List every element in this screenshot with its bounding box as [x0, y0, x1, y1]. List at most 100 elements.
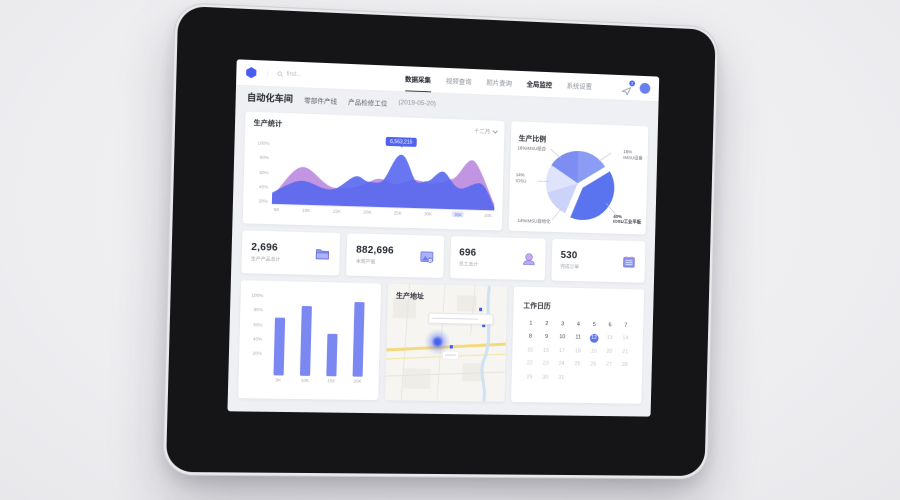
card-title: 生产统计: [253, 119, 283, 129]
calendar-day[interactable]: 26: [590, 361, 597, 368]
y-axis: 100% 80% 60% 40% 20%: [251, 140, 273, 204]
bar-x-label: 20K: [353, 378, 362, 384]
breadcrumb-link[interactable]: 产品检修工位: [348, 98, 388, 108]
calendar-day[interactable]: 10: [559, 334, 566, 341]
folder-icon: [314, 247, 331, 262]
nav-tab[interactable]: 系统设置: [566, 82, 593, 91]
search-icon: [277, 71, 283, 77]
nav-tab[interactable]: 全局监控: [526, 81, 553, 90]
topbar-actions: 3: [621, 79, 651, 94]
breadcrumb-link[interactable]: 零部件产线: [304, 97, 338, 106]
bar-x-label: 5K: [275, 377, 282, 383]
calendar-day[interactable]: 9: [544, 333, 548, 340]
stat-value: 530: [560, 249, 578, 262]
map-marker[interactable]: [479, 307, 483, 312]
chart-tooltip: 6,563,215: [386, 136, 417, 147]
bar-plot: 5K 10K 15K 20K: [265, 289, 373, 384]
pie-label-iosu: 14% IOSU: [515, 172, 527, 184]
calendar-day[interactable]: 15: [527, 346, 534, 354]
area-plot: 6,563,215 5K 10K 15K 20K 25K 30K 35K 40K: [271, 133, 496, 226]
calendar-day[interactable]: 7: [624, 322, 628, 329]
app-logo[interactable]: [245, 67, 257, 79]
area-chart: 100% 80% 60% 40% 20% 6,563,215 5K 10K 15K 20K 25…: [251, 132, 496, 226]
calendar-day[interactable]: 1: [529, 320, 533, 327]
x-tick: 30K: [423, 210, 433, 217]
bar-column: 15K: [322, 333, 341, 384]
nav-tab[interactable]: 照片查询: [486, 79, 513, 88]
bar-column: 20K: [348, 302, 368, 384]
calendar-day[interactable]: 19: [590, 348, 597, 355]
y-tick: 40%: [252, 336, 263, 342]
notification-icon[interactable]: 3: [621, 79, 636, 92]
calendar-day[interactable]: 12: [589, 333, 599, 343]
calendar-day[interactable]: 14: [622, 335, 629, 342]
calendar-day[interactable]: 2: [545, 320, 549, 327]
y-tick: 80%: [253, 307, 263, 313]
calendar-day[interactable]: 5: [592, 321, 596, 328]
stat-value: 2,696: [251, 241, 279, 254]
calendar-day[interactable]: 31: [558, 374, 565, 381]
bar-chart-card: 100% 80% 60% 40% 20% 5K 10K 15K: [238, 280, 382, 401]
month-dropdown[interactable]: 十二月: [474, 127, 498, 136]
production-ratio-card: 生产比例: [508, 121, 649, 236]
calendar-day[interactable]: 18: [574, 347, 581, 354]
dashboard-screen: find... 数据采集 视频查询 照片查询 全局监控 系统设置 3 自动化车间 零部件…: [227, 59, 660, 417]
map-marker[interactable]: [449, 345, 454, 349]
bar: [352, 302, 365, 377]
area-series-svg: [271, 140, 496, 212]
nav-tab[interactable]: 数据采集: [404, 66, 432, 93]
stat-label: 员工总计: [458, 262, 478, 268]
nav-tab[interactable]: 视频查询: [445, 77, 472, 86]
calendar-day[interactable]: 16: [542, 347, 550, 354]
calendar-day[interactable]: 4: [576, 321, 581, 328]
calendar-day[interactable]: 22: [526, 360, 533, 367]
chevron-down-icon: [492, 128, 498, 134]
calendar-day[interactable]: 6: [608, 321, 612, 328]
person-icon: [521, 252, 536, 266]
calendar-day[interactable]: 13: [606, 335, 613, 342]
work-calendar-card: 工作日历 1 2 3 4 5 6 7 8 9 10 11 12 13 14 15 16 17 18 19 20 21 22…: [511, 286, 645, 404]
stat-card-employees: 696 员工总计: [449, 236, 546, 281]
bar: [273, 317, 286, 376]
y-tick: 80%: [259, 154, 270, 161]
pie-label-imsu-zidonghua: 14%IMSU自动化: [517, 218, 551, 225]
stat-text: 2,696 生产产品总计: [251, 242, 281, 263]
bottom-row: 100% 80% 60% 40% 20% 5K 10K 15K: [238, 280, 645, 404]
calendar-day[interactable]: 24: [558, 360, 565, 367]
calendar-day[interactable]: 29: [526, 373, 533, 380]
search-box[interactable]: find...: [267, 70, 375, 81]
pie-label-imsu-shebei: 16% IMSU设备: [623, 149, 643, 161]
calendar-day[interactable]: 25: [574, 361, 581, 368]
calendar-day[interactable]: 21: [622, 348, 629, 355]
calendar-day[interactable]: 27: [606, 361, 613, 368]
breadcrumb-links: 零部件产线 产品检修工位: [304, 94, 387, 107]
map-marker[interactable]: [482, 323, 486, 328]
stat-value: 696: [459, 247, 477, 259]
calendar-day[interactable]: 30: [542, 374, 549, 381]
stat-label: 本周产值: [355, 259, 376, 266]
calendar-day[interactable]: 23: [542, 360, 549, 367]
calendar-day[interactable]: 8: [528, 333, 533, 340]
x-tick: 10K: [302, 207, 311, 213]
calendar-grid: 1 2 3 4 5 6 7 8 9 10 11 12 13 14 15 16 17 18 19 20 21 22 23 24 2…: [521, 319, 633, 383]
y-tick: 60%: [253, 321, 263, 327]
production-stats-card: 生产统计 十二月 100% 80% 60% 40% 20%: [242, 111, 505, 231]
bar: [299, 306, 312, 376]
calendar-day[interactable]: 17: [558, 347, 566, 354]
user-avatar[interactable]: [639, 82, 651, 94]
x-tick: 25K: [393, 209, 402, 216]
stats-row: 2,696 生产产品总计 882,696 本周产值: [241, 230, 646, 283]
pie-chart: [522, 132, 639, 236]
bar-x-label: 10K: [300, 377, 310, 383]
calendar-day[interactable]: 20: [606, 348, 613, 355]
bar-column: 10K: [296, 306, 316, 383]
bar: [326, 333, 338, 377]
charts-row: 生产统计 十二月 100% 80% 60% 40% 20%: [242, 111, 649, 236]
calendar-day[interactable]: 11: [575, 334, 582, 341]
calendar-day[interactable]: 3: [561, 320, 565, 327]
pie-label-iosu-pingban: 40% IOSU工业平板: [613, 213, 642, 225]
y-tick: 40%: [258, 183, 269, 190]
calendar-day[interactable]: 28: [621, 362, 628, 369]
notification-badge: 3: [629, 79, 636, 86]
